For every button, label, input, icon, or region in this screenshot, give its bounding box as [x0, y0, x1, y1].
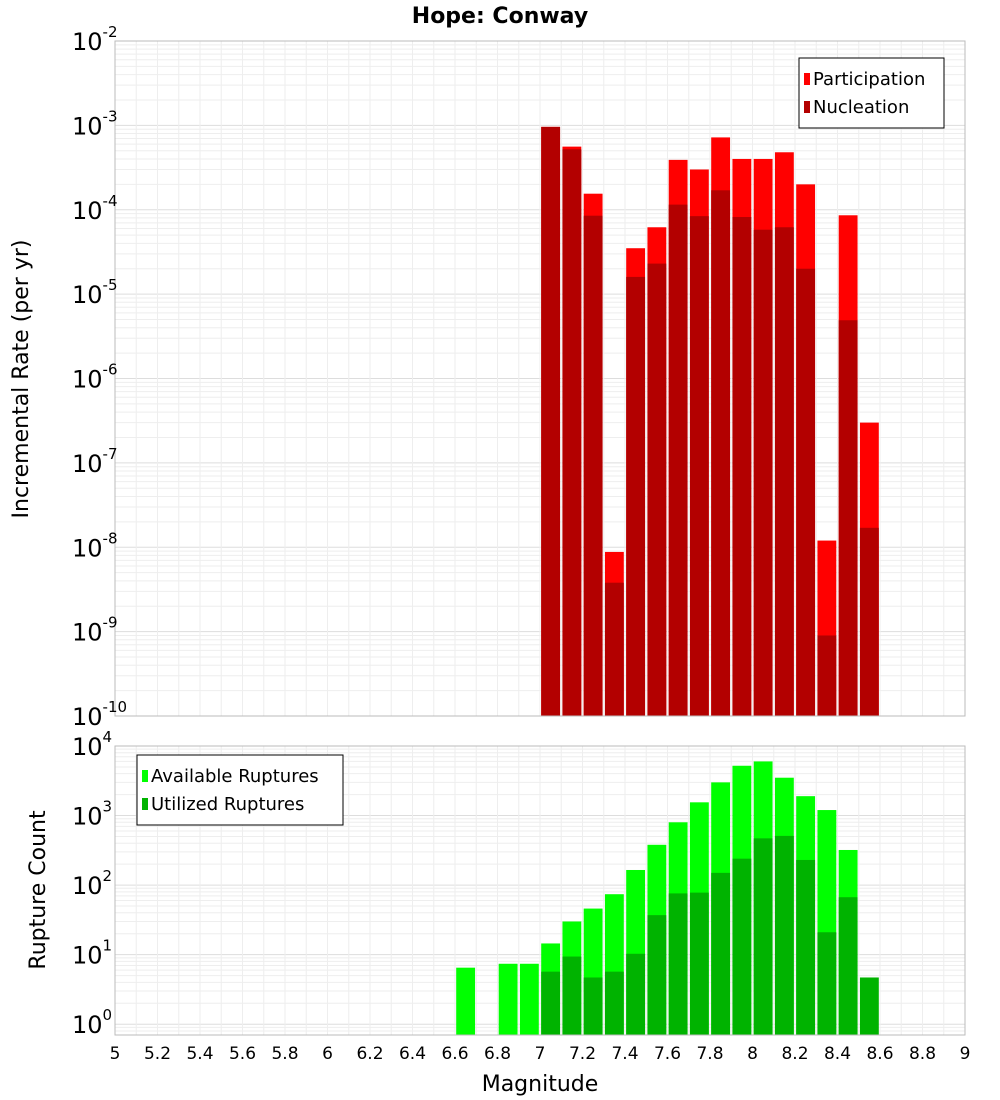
bar	[626, 276, 646, 716]
x-tick-label: 7.2	[569, 1044, 596, 1064]
y-tick-label: 10-8	[72, 529, 118, 562]
x-tick-label: 8	[747, 1044, 758, 1064]
chart-panel-rate: 10-10 10-9 10-8 10-7 10-6 10-5 10-4 10-3 10-2 Par…	[72, 23, 966, 731]
bar	[732, 858, 752, 1035]
bar	[562, 149, 582, 716]
bar	[711, 190, 731, 716]
x-tick-label: 5.6	[229, 1044, 256, 1064]
chart-panel-count: 100 101 102 103 104 Available Ruptures Utilize…	[72, 728, 970, 1064]
bar	[689, 216, 709, 717]
bar	[519, 963, 539, 1035]
bar	[838, 320, 858, 716]
plot-frame	[114, 745, 966, 1036]
x-tick-label: 6.6	[441, 1044, 468, 1064]
chart-title: Hope: Conway	[412, 4, 588, 29]
bar	[689, 892, 709, 1035]
y-tick-label: 10-9	[72, 614, 118, 647]
x-tick-label: 7.8	[696, 1044, 723, 1064]
legend-entry: Available Ruptures	[151, 766, 319, 787]
y-tick-label: 102	[72, 867, 112, 900]
bar	[498, 963, 518, 1035]
bar	[753, 838, 773, 1035]
legend-swatch	[804, 73, 810, 85]
x-tick-label: 8.4	[824, 1044, 851, 1064]
legend-swatch	[142, 798, 148, 810]
x-tick-label: 6.2	[356, 1044, 383, 1064]
bar	[838, 897, 858, 1035]
x-tick-label: 8.2	[781, 1044, 808, 1064]
legend-swatch	[804, 101, 810, 113]
y-tick-label: 100	[72, 1006, 112, 1039]
y-tick-label: 101	[72, 937, 112, 970]
bar	[647, 263, 667, 716]
x-tick-label: 7.4	[611, 1044, 638, 1064]
bar	[817, 932, 837, 1035]
bar	[668, 204, 688, 717]
legend-entry: Utilized Ruptures	[151, 794, 304, 815]
x-tick-label: 5.4	[186, 1044, 213, 1064]
bottom-y-axis-label: Rupture Count	[26, 810, 51, 970]
bar	[817, 635, 837, 716]
legend-entry: Participation	[813, 69, 925, 90]
x-tick-label: 8.6	[866, 1044, 893, 1064]
x-tick-label: 8.8	[909, 1044, 936, 1064]
legend: Participation Nucleation	[798, 57, 945, 129]
y-tick-label: 10-7	[72, 445, 118, 478]
bar	[859, 527, 879, 716]
legend-entry: Nucleation	[813, 97, 909, 118]
bar	[796, 268, 816, 716]
y-tick-label: 104	[72, 728, 112, 761]
x-axis-label: Magnitude	[482, 1072, 599, 1097]
bar	[583, 977, 603, 1035]
bar	[774, 227, 794, 716]
bar	[774, 835, 794, 1035]
bar	[647, 915, 667, 1035]
x-tick-label: 5.8	[271, 1044, 298, 1064]
x-tick-labels: 5 5.2 5.4 5.6 5.8 6 6.2 6.4 6.6 6.8 7 7.2 7.4 7.6 7.8 8…	[110, 1044, 971, 1064]
bar	[541, 126, 561, 717]
bar	[732, 217, 752, 716]
legend: Available Ruptures Utilized Ruptures	[136, 754, 344, 826]
legend-swatch	[142, 770, 148, 782]
bar	[711, 872, 731, 1035]
bar	[753, 229, 773, 717]
y-tick-label: 10-10	[72, 698, 127, 731]
bar	[456, 967, 476, 1035]
y-tick-label: 103	[72, 798, 112, 831]
plot-frame	[114, 40, 966, 717]
bar	[562, 956, 582, 1035]
series-nucleation	[541, 126, 879, 717]
y-tick-label: 10-3	[72, 107, 118, 140]
x-tick-label: 5.2	[144, 1044, 171, 1064]
x-tick-label: 7	[535, 1044, 546, 1064]
y-tick-label: 10-5	[72, 276, 118, 309]
y-tick-label: 10-6	[72, 361, 118, 394]
bar	[541, 971, 561, 1035]
bar	[796, 859, 816, 1035]
legend-box	[798, 57, 945, 129]
x-tick-label: 6.4	[399, 1044, 426, 1064]
series-utilized-ruptures	[541, 835, 879, 1035]
top-y-axis-label: Incremental Rate (per yr)	[9, 240, 34, 519]
grid	[114, 40, 966, 717]
bar	[668, 893, 688, 1035]
x-tick-label: 9	[960, 1044, 971, 1064]
bar	[604, 582, 624, 716]
y-tick-label: 10-4	[72, 192, 118, 225]
bar	[583, 215, 603, 717]
bar	[604, 971, 624, 1035]
bar	[859, 977, 879, 1035]
bar	[626, 953, 646, 1035]
x-tick-label: 5	[110, 1044, 121, 1064]
y-tick-label: 10-2	[72, 23, 118, 56]
legend-box	[136, 754, 344, 826]
x-tick-label: 6	[322, 1044, 333, 1064]
x-tick-label: 7.6	[654, 1044, 681, 1064]
x-tick-label: 6.8	[484, 1044, 511, 1064]
